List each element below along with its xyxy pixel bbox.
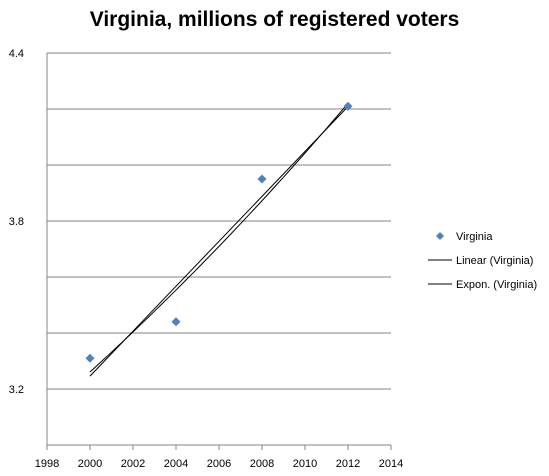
legend: Virginia Linear (Virginia) Expon. (Virgini…	[428, 231, 537, 291]
x-tick-label: 2000	[78, 458, 102, 470]
y-tick-label: 4.4	[9, 48, 24, 60]
gridlines	[47, 52, 391, 390]
x-tick-label: 2010	[293, 458, 317, 470]
data-point-2012	[343, 101, 353, 111]
trendlines	[89, 103, 349, 377]
data-points	[85, 101, 353, 363]
legend-label-linear: Linear (Virginia)	[456, 255, 533, 267]
exponential-trendline	[89, 103, 349, 373]
x-tick-label: 2014	[379, 458, 403, 470]
x-tick-label: 2012	[336, 458, 360, 470]
chart-title: Virginia, millions of registered voters	[89, 8, 460, 31]
legend-label-virginia: Virginia	[456, 231, 493, 243]
legend-marker-virginia	[436, 232, 444, 240]
y-tick-label: 3.2	[9, 384, 24, 396]
x-tick-label: 2002	[121, 458, 145, 470]
linear-trendline	[89, 106, 349, 377]
x-tick-label: 2008	[250, 458, 274, 470]
x-tick-label: 1998	[35, 458, 59, 470]
data-point-2004	[171, 317, 181, 327]
data-point-2008	[257, 174, 267, 184]
tick-labels: 1998 2000 2002 2004 2006 2008 2010 2012 2014 4.4 3…	[9, 48, 404, 470]
data-point-2000	[85, 353, 95, 363]
axes	[46, 53, 392, 450]
legend-label-exponential: Expon. (Virginia)	[456, 279, 537, 291]
y-tick-label: 3.8	[9, 216, 24, 228]
x-tick-label: 2004	[164, 458, 188, 470]
x-tick-label: 2006	[207, 458, 231, 470]
